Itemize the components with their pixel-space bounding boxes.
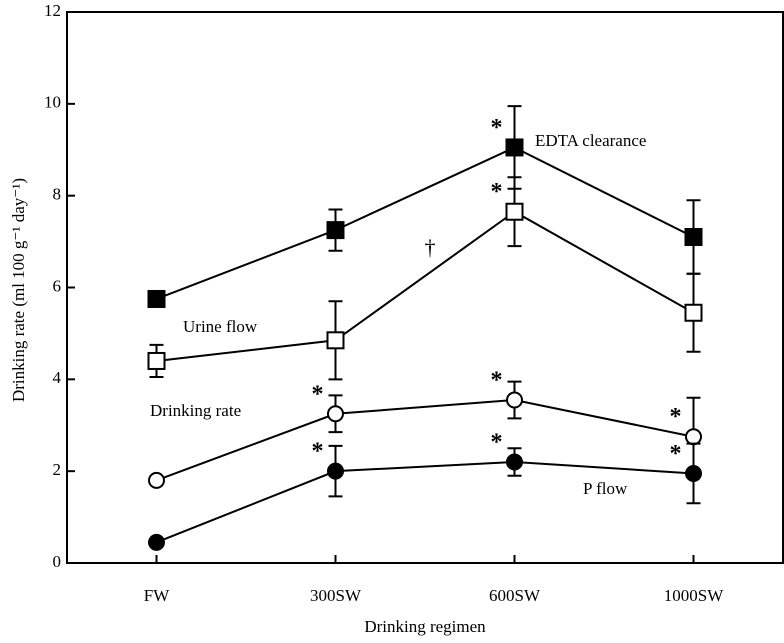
significance-marker: *: [491, 429, 503, 455]
x-tick-label: 300SW: [310, 586, 362, 605]
significance-marker: *: [491, 179, 503, 205]
y-tick-label: 8: [53, 185, 62, 204]
point-marker: [684, 227, 703, 246]
series-line: [156, 146, 694, 300]
y-tick-label: 0: [53, 552, 62, 571]
point-marker: [505, 202, 524, 221]
point-marker: [684, 303, 703, 322]
y-tick-label: 2: [53, 460, 62, 479]
x-axis-label: Drinking regimen: [364, 617, 486, 636]
x-tick-label: 1000SW: [664, 586, 724, 605]
point-marker: [148, 533, 165, 551]
point-marker: [148, 471, 165, 489]
y-tick-label: 10: [44, 93, 61, 112]
point-marker: [327, 405, 344, 423]
significance-marker: *: [670, 404, 682, 430]
point-marker: [506, 453, 523, 471]
point-marker: [147, 351, 166, 370]
series-label: Drinking rate: [150, 401, 241, 420]
significance-marker: *: [670, 441, 682, 467]
significance-marker: *: [491, 367, 503, 393]
point-marker: [685, 428, 702, 446]
significance-marker: *: [312, 381, 324, 407]
series-line: [156, 210, 694, 362]
point-marker: [147, 289, 166, 308]
significance-marker: *: [491, 115, 503, 141]
point-marker: [326, 331, 345, 350]
series-label: Urine flow: [183, 317, 258, 336]
point-marker: [327, 462, 344, 480]
point-marker: [326, 221, 345, 240]
point-marker: [505, 138, 524, 157]
x-tick-label: 600SW: [489, 586, 541, 605]
y-tick-label: 6: [53, 276, 62, 295]
y-tick-label: 12: [44, 1, 61, 20]
plot-frame: [66, 11, 784, 564]
annotation: †: [425, 235, 436, 260]
y-axis-label: Drinking rate (ml 100 g⁻¹ day⁻¹): [9, 178, 28, 402]
series-line: [156, 398, 694, 482]
series-label: EDTA clearance: [535, 131, 646, 150]
significance-marker: *: [312, 439, 324, 465]
series-label: P flow: [583, 479, 628, 498]
point-marker: [506, 391, 523, 409]
series-line: [156, 460, 694, 544]
y-tick-label: 4: [53, 368, 62, 387]
point-marker: [685, 464, 702, 482]
x-tick-label: FW: [144, 586, 170, 605]
